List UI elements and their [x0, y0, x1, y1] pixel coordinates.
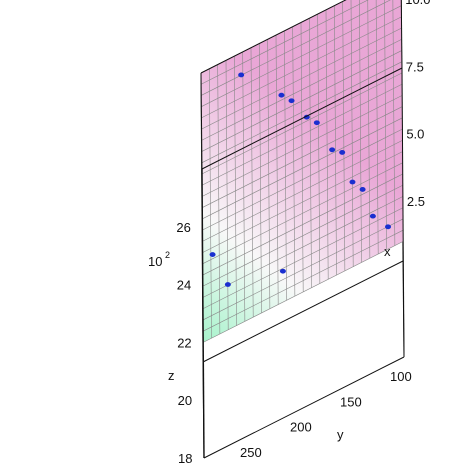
surface-grid-line: [209, 68, 212, 339]
y-tick-label: 200: [290, 420, 312, 435]
box-edge-top-2: [200, 0, 347, 74]
box-edge-top-3: [200, 72, 203, 170]
tick-labels: 2.5 5.0 7.5 10.0 100 150 200 250 18 20 22 24 26: [176, 0, 430, 466]
surface-grid-line: [359, 0, 362, 263]
x-axis-label: x: [384, 244, 391, 259]
surface-grid-line: [350, 0, 354, 267]
data-point: [349, 179, 356, 185]
z-multiplier-exponent: 2: [165, 250, 170, 260]
surface-grid-line: [259, 43, 262, 313]
surface-grid-line: [292, 26, 296, 297]
x-tick-label: 2.5: [407, 194, 425, 209]
surface-grid-line: [325, 9, 329, 280]
x-tick-label: 10.0: [405, 0, 430, 7]
surface-grid-line: [300, 22, 304, 292]
surface-grid-line: [309, 18, 312, 288]
box-edge-back-floor-y: [202, 260, 404, 363]
data-point: [224, 282, 231, 287]
y-axis-label: y: [337, 427, 344, 442]
z-tick-label: 18: [178, 451, 192, 466]
surface-grid-line: [317, 14, 321, 284]
bounding-box-front: [200, 0, 405, 459]
surface-grid-line: [234, 56, 237, 326]
data-point: [279, 268, 286, 274]
y-tick-label: 100: [390, 369, 412, 384]
surface-grid-line: [217, 64, 221, 334]
box-edge-top-4: [201, 67, 403, 170]
surface-grid-line: [250, 47, 254, 318]
data-point: [385, 224, 392, 230]
surface-mesh: [200, 0, 404, 343]
z-tick-label: 24: [177, 278, 191, 293]
data-point: [303, 114, 310, 120]
data-point: [288, 98, 295, 104]
z-tick-label: 26: [176, 220, 190, 235]
data-point: [313, 120, 320, 126]
box-edge-floor-left: [202, 361, 205, 459]
surface-grid-line: [375, 0, 379, 255]
z-tick-label: 22: [177, 335, 191, 350]
surface-grid-line: [284, 30, 287, 301]
surface-grid-line: [275, 35, 279, 305]
z-tick-label: 20: [178, 393, 192, 408]
x-tick-label: 5.0: [406, 127, 424, 142]
box-edge-right-vertical: [401, 67, 405, 358]
box-edge-top-1: [400, 0, 403, 69]
box-edge-floor-front: [203, 356, 405, 459]
data-point: [238, 72, 245, 78]
data-point: [329, 147, 336, 153]
data-point: [359, 187, 366, 192]
surface-grid-line: [367, 0, 371, 259]
y-tick-label: 250: [240, 445, 262, 460]
data-point: [209, 252, 216, 257]
z-multiplier: 10 2: [148, 250, 170, 269]
surface-grid-line: [342, 1, 346, 271]
surface-grid-line: [384, 0, 387, 250]
surface-grid-line: [392, 0, 396, 246]
x-tick-label: 7.5: [406, 59, 424, 74]
z-multiplier-base: 10: [148, 254, 162, 269]
y-tick-label: 150: [340, 394, 362, 409]
data-point: [278, 92, 285, 98]
surface-grid-line: [334, 5, 337, 276]
data-points: [209, 72, 392, 287]
data-point: [369, 213, 376, 219]
surface-grid-line: [242, 51, 246, 322]
data-point: [339, 150, 346, 155]
z-axis-label: z: [168, 368, 175, 383]
surface-grid-line: [267, 39, 271, 309]
